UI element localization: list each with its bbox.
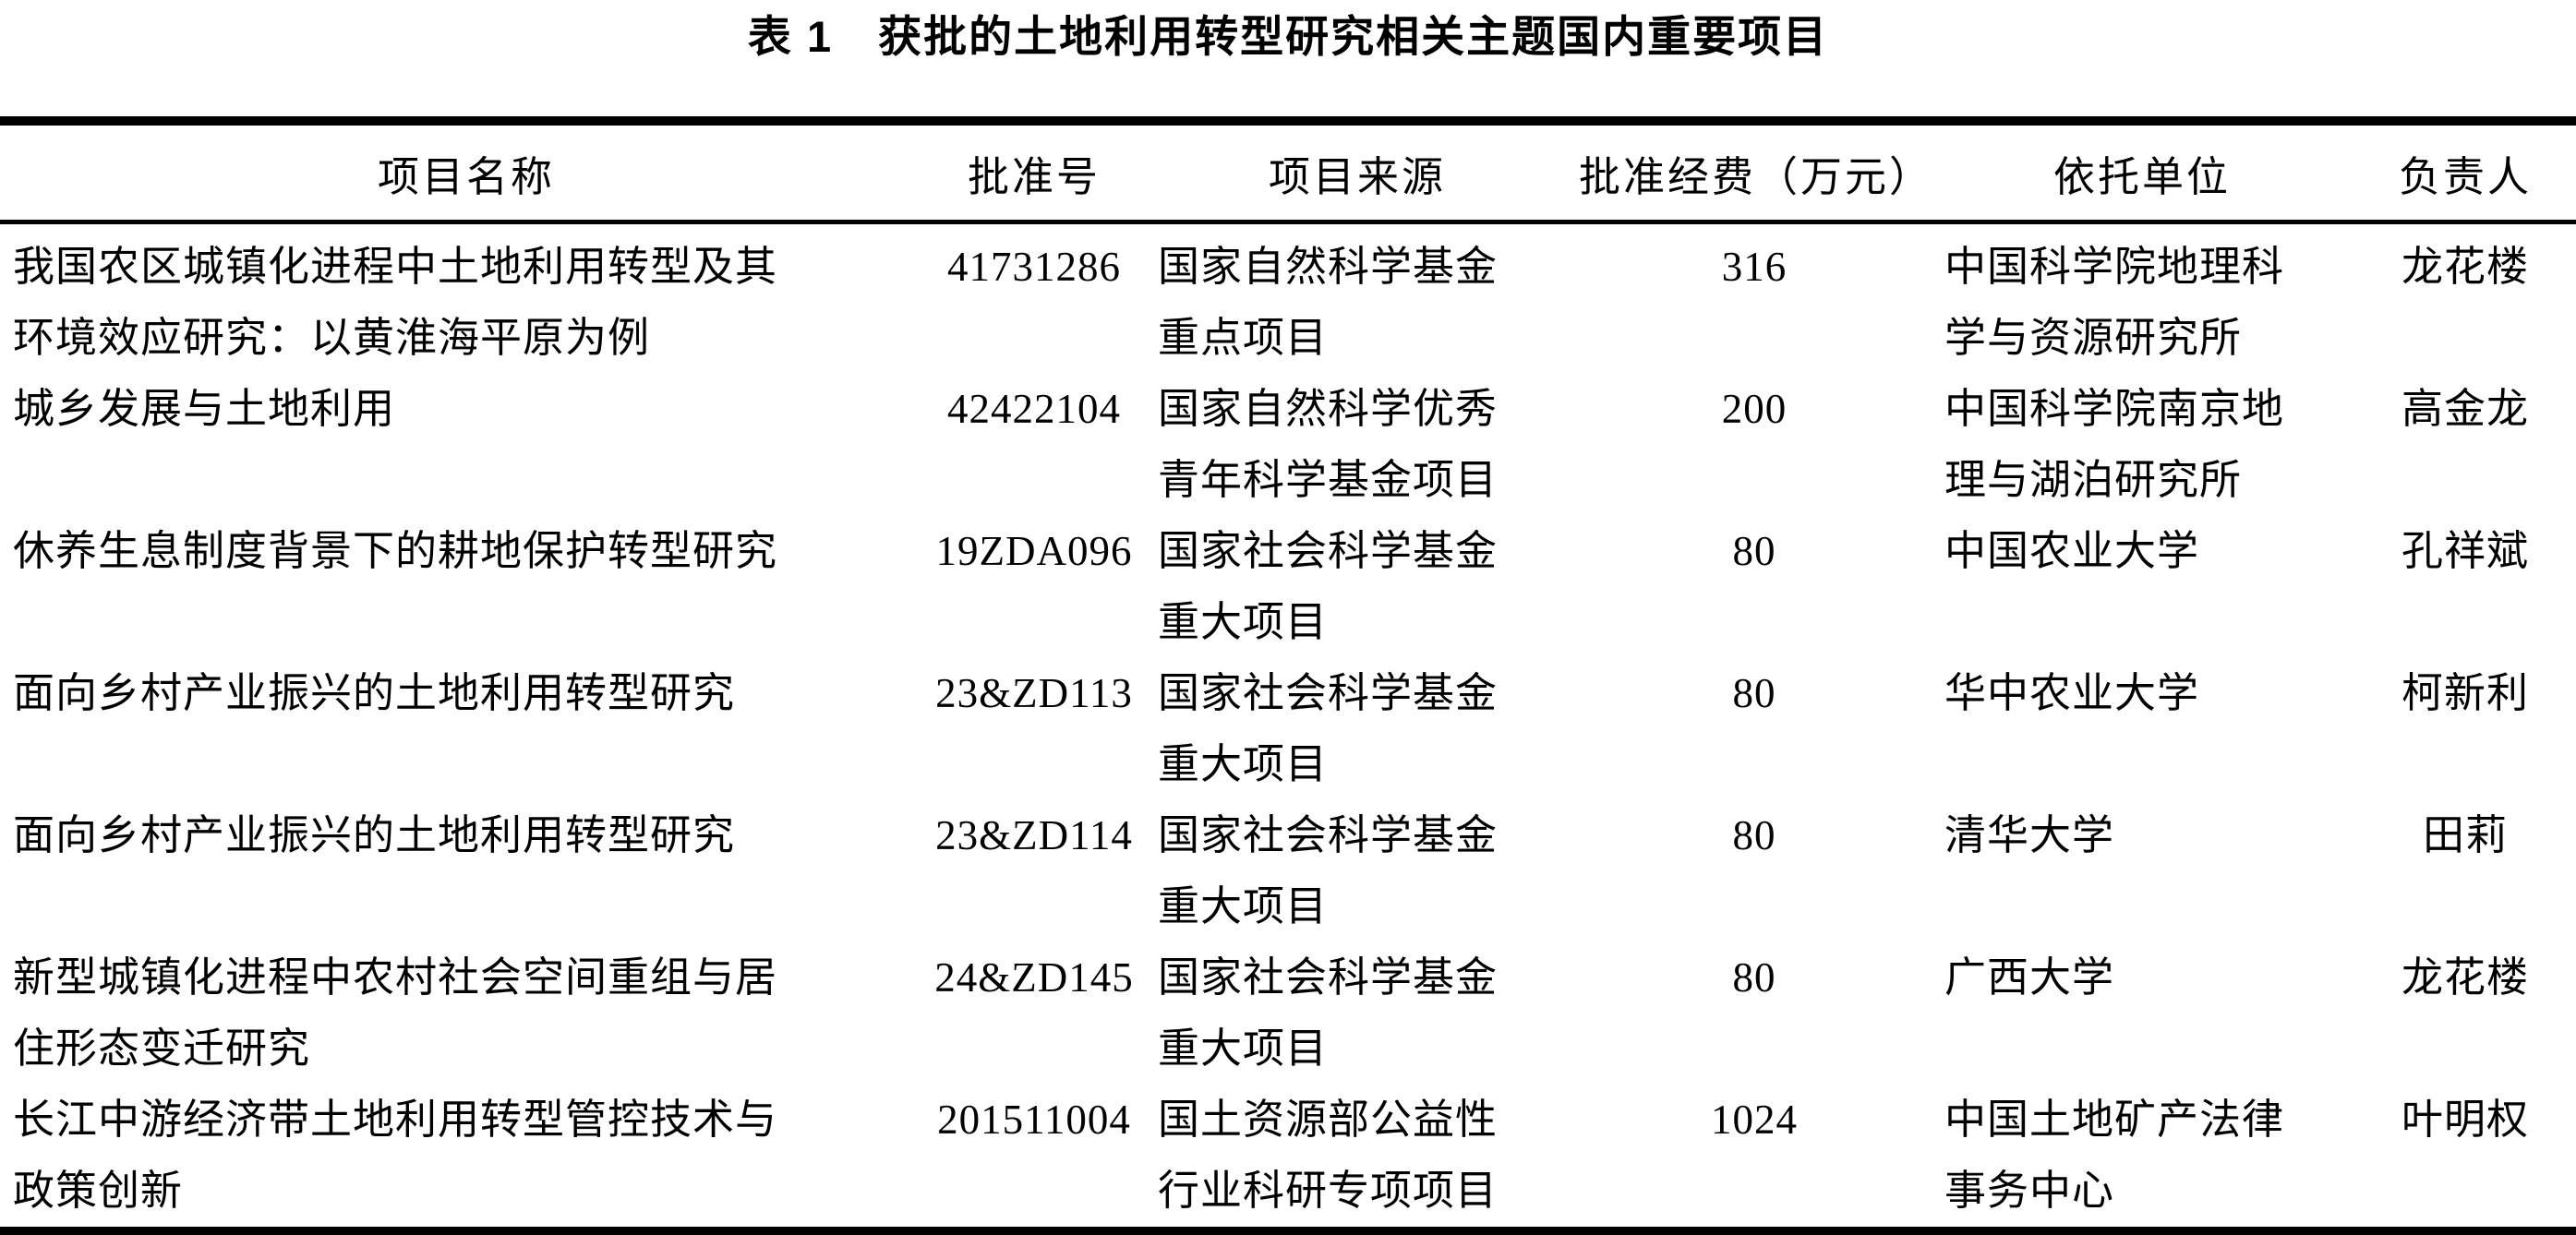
cell-institution: 中国农业大学 [1944, 528, 2200, 574]
cell-project-name: 面向乡村产业振兴的土地利用转型研究 [13, 670, 736, 716]
cell-institution: 广西大学 [1944, 954, 2115, 1001]
table-row: 我国农区城镇化进程中土地利用转型及其 环境效应研究：以黄淮海平原为例 417312… [0, 222, 2576, 375]
cell-approval-no: 201511004 [937, 1097, 1131, 1143]
cell-project-name: 面向乡村产业振兴的土地利用转型研究 [13, 812, 736, 858]
cell-funding: 80 [1732, 670, 1776, 716]
cell-approval-no: 19ZDA096 [935, 528, 1133, 574]
column-header-approval-no: 批准号 [933, 116, 1136, 224]
column-header-leader: 负责人 [2354, 116, 2576, 224]
cell-approval-no: 41731286 [947, 244, 1121, 290]
cell-institution: 中国科学院地理科 学与资源研究所 [1944, 244, 2285, 361]
cell-funding: 80 [1732, 528, 1776, 574]
table-row: 新型城镇化进程中农村社会空间重组与居 住形态变迁研究 24&ZD145 国家社会科学… [0, 942, 2576, 1085]
table-header: 项目名称 批准号 项目来源 批准经费（万元） 依托单位 负责人 [0, 116, 2576, 224]
cell-funding: 200 [1721, 386, 1788, 432]
cell-approval-no: 42422104 [947, 386, 1121, 432]
table-body: 我国农区城镇化进程中土地利用转型及其 环境效应研究：以黄淮海平原为例 417312… [0, 222, 2576, 1232]
table-row: 面向乡村产业振兴的土地利用转型研究 23&ZD114 国家社会科学基金 重大项目 80… [0, 800, 2576, 942]
cell-leader: 田莉 [2422, 812, 2508, 858]
cell-leader: 龙花楼 [2401, 954, 2529, 1001]
cell-source: 国家自然科学基金 重点项目 [1158, 244, 1499, 361]
cell-institution: 中国土地矿产法律 事务中心 [1944, 1097, 2285, 1214]
cell-project-name: 长江中游经济带土地利用转型管控技术与 政策创新 [13, 1097, 778, 1214]
cell-source: 国土资源部公益性 行业科研专项项目 [1158, 1097, 1499, 1214]
cell-source: 国家社会科学基金 重大项目 [1158, 954, 1499, 1072]
cell-approval-no: 24&ZD145 [934, 954, 1134, 1001]
table-row: 面向乡村产业振兴的土地利用转型研究 23&ZD113 国家社会科学基金 重大项目 80… [0, 658, 2576, 800]
cell-source: 国家社会科学基金 重大项目 [1158, 812, 1499, 929]
column-header-institution: 依托单位 [1930, 116, 2354, 224]
cell-institution: 中国科学院南京地 理与湖泊研究所 [1944, 386, 2285, 503]
cell-approval-no: 23&ZD114 [935, 812, 1133, 858]
cell-institution: 清华大学 [1944, 812, 2115, 858]
table-row: 城乡发展与土地利用 42422104 国家自然科学优秀 青年科学基金项目 200 中国科… [0, 374, 2576, 516]
column-header-funding: 批准经费（万元） [1579, 116, 1931, 224]
cell-project-name: 我国农区城镇化进程中土地利用转型及其 环境效应研究：以黄淮海平原为例 [13, 244, 778, 361]
projects-table: 项目名称 批准号 项目来源 批准经费（万元） 依托单位 负责人 我国农区城镇化进… [0, 116, 2576, 1235]
cell-approval-no: 23&ZD113 [935, 670, 1133, 716]
cell-funding: 80 [1732, 812, 1776, 858]
cell-funding: 80 [1732, 954, 1776, 1001]
column-header-project-name: 项目名称 [0, 116, 933, 224]
cell-source: 国家自然科学优秀 青年科学基金项目 [1158, 386, 1499, 503]
table-row: 休养生息制度背景下的耕地保护转型研究 19ZDA096 国家社会科学基金 重大项目 8… [0, 516, 2576, 658]
cell-leader: 龙花楼 [2401, 244, 2529, 290]
cell-funding: 316 [1721, 244, 1788, 290]
cell-project-name: 新型城镇化进程中农村社会空间重组与居 住形态变迁研究 [13, 954, 778, 1072]
cell-source: 国家社会科学基金 重大项目 [1158, 528, 1499, 645]
cell-leader: 高金龙 [2401, 386, 2529, 432]
table-header-row: 项目名称 批准号 项目来源 批准经费（万元） 依托单位 负责人 [0, 116, 2576, 224]
cell-leader: 叶明权 [2401, 1097, 2529, 1143]
cell-project-name: 休养生息制度背景下的耕地保护转型研究 [13, 528, 778, 574]
table-caption: 表 1 获批的土地利用转型研究相关主题国内重要项目 [747, 12, 1829, 61]
column-header-source: 项目来源 [1136, 116, 1579, 224]
cell-funding: 1024 [1711, 1097, 1798, 1143]
cell-leader: 柯新利 [2401, 670, 2529, 716]
table-row: 长江中游经济带土地利用转型管控技术与 政策创新 201511004 国土资源部公益性… [0, 1085, 2576, 1232]
cell-source: 国家社会科学基金 重大项目 [1158, 670, 1499, 787]
cell-leader: 孔祥斌 [2401, 528, 2529, 574]
cell-institution: 华中农业大学 [1944, 670, 2200, 716]
cell-project-name: 城乡发展与土地利用 [13, 386, 396, 432]
